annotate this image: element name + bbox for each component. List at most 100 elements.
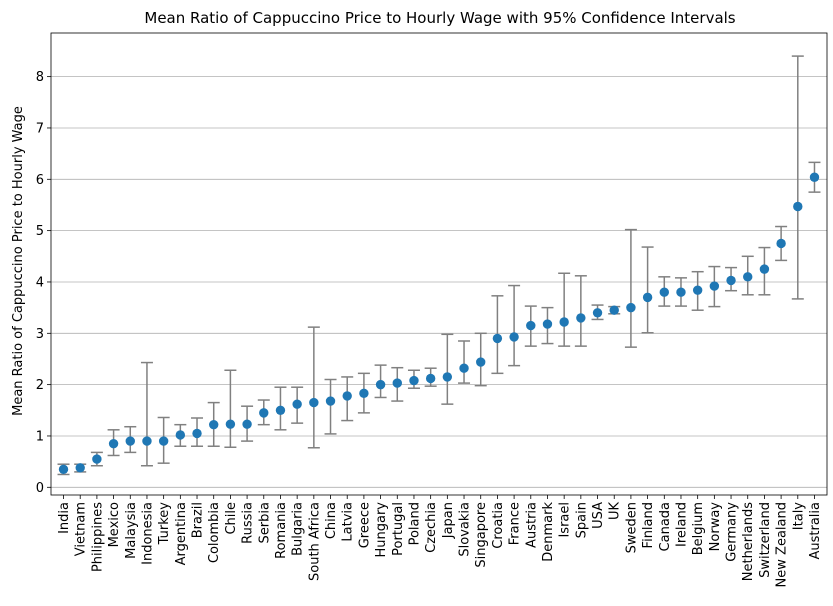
data-point [809, 172, 820, 182]
chart-title: Mean Ratio of Cappuccino Price to Hourly… [144, 9, 735, 27]
data-point [75, 463, 85, 473]
x-tick-label: Mexico [107, 502, 122, 547]
axes [50, 32, 828, 496]
x-tick-label: Philippines [90, 502, 105, 572]
y-tick-label: 6 [36, 173, 44, 188]
x-tick-label: Switzerland [758, 502, 773, 578]
x-tick-label: UK [608, 502, 623, 521]
data-point [492, 333, 503, 344]
data-point [626, 302, 636, 313]
data-point [726, 275, 736, 286]
y-tick-label: 5 [36, 224, 44, 239]
data-point [559, 317, 569, 327]
x-tick-label: Japan [441, 502, 456, 539]
gridlines [51, 76, 827, 488]
data-point [375, 379, 386, 390]
data-point [676, 287, 686, 297]
x-tick-label: Croatia [491, 502, 506, 549]
data-point [743, 272, 753, 282]
x-tick-label: Indonesia [140, 502, 155, 565]
x-tick-label: Brazil [191, 502, 206, 538]
data-point [459, 363, 469, 373]
x-tick-label: New Zealand [775, 502, 790, 587]
x-tick-label: Latvia [341, 502, 356, 542]
x-tick-label: Ireland [674, 502, 689, 547]
x-tick-label: Serbia [257, 502, 272, 543]
x-tick-label: Austria [524, 502, 539, 548]
x-tick-label: Slovakia [458, 502, 473, 557]
x-tick-label: Belgium [691, 502, 706, 555]
x-tick-label: Italy [791, 502, 806, 531]
data-point [542, 319, 553, 329]
data-point [709, 281, 720, 291]
data-point [192, 428, 202, 439]
data-point [776, 238, 786, 249]
data-point [309, 397, 319, 408]
data-point [108, 438, 119, 449]
x-tick-label: Czechia [424, 502, 439, 553]
x-tick-label: Colombia [207, 502, 222, 563]
x-tick-label: Singapore [474, 502, 489, 568]
x-tick-label: Vietnam [74, 502, 89, 556]
x-tick-label: Chile [224, 502, 239, 535]
data-point [158, 436, 169, 446]
data-point [209, 419, 219, 430]
plot-frame [50, 32, 828, 496]
y-tick-label: 3 [36, 327, 44, 342]
x-tick-label: Spain [574, 502, 589, 538]
x-tick-label: Greece [357, 502, 372, 548]
data-point [58, 464, 69, 475]
x-tick-label: Bulgaria [291, 502, 306, 556]
data-point [275, 405, 286, 415]
x-ticks: India Vietnam Philippines Mexico Malaysia Ind… [57, 495, 823, 587]
x-tick-label: Netherlands [741, 502, 756, 581]
x-tick-label: Sweden [624, 502, 639, 553]
data-point [125, 436, 135, 446]
x-tick-label: Russia [241, 502, 256, 544]
x-tick-label: Norway [708, 502, 723, 552]
x-tick-label: Finland [641, 502, 656, 548]
y-tick-label: 7 [36, 121, 44, 136]
x-tick-label: Poland [407, 502, 422, 545]
data-point [476, 357, 486, 367]
data-point [609, 305, 619, 315]
data-point [509, 332, 519, 342]
data-point [342, 391, 352, 401]
data-point [292, 399, 302, 409]
data-point [325, 396, 336, 406]
data-point [425, 373, 436, 384]
x-tick-label: Romania [274, 502, 289, 559]
data-point [359, 388, 369, 399]
x-tick-label: South Africa [307, 502, 322, 581]
data-point [392, 378, 402, 388]
data-point [642, 292, 653, 303]
x-tick-label: USA [591, 502, 606, 529]
x-tick-label: India [57, 502, 72, 534]
y-axis-label: Mean Ratio of Cappuccino Price to Hourly… [11, 106, 26, 416]
x-tick-label: Israel [558, 502, 573, 538]
data-point [175, 430, 186, 440]
x-tick-label: Canada [658, 502, 673, 551]
data-point [409, 375, 419, 386]
x-tick-label: China [324, 502, 339, 539]
x-tick-label: Germany [725, 502, 740, 562]
x-tick-label: Portugal [391, 502, 406, 556]
data-point [92, 454, 102, 464]
y-ticks: 0 1 2 3 4 5 6 7 8 [36, 70, 51, 496]
data-point [659, 287, 669, 297]
x-tick-label: France [508, 502, 523, 545]
data-point [242, 419, 252, 429]
data-point [793, 201, 803, 212]
data-point [576, 313, 586, 323]
x-tick-label: Argentina [174, 502, 189, 565]
error-bars [57, 55, 821, 476]
y-tick-label: 1 [36, 429, 44, 444]
y-tick-label: 2 [36, 378, 44, 393]
x-tick-label: Australia [808, 502, 823, 560]
data-point [442, 372, 453, 382]
data-point [692, 285, 703, 295]
x-tick-label: Malaysia [124, 502, 139, 559]
x-tick-label: Turkey [157, 502, 172, 546]
data-point [759, 264, 770, 274]
